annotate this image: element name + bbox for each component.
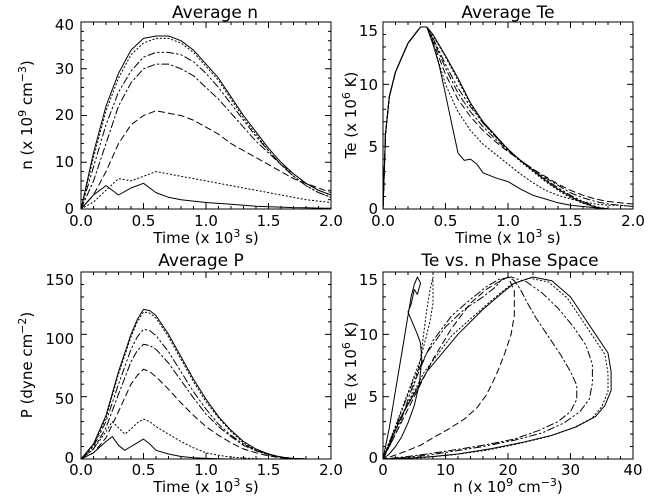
series-line-dash-dot: [80, 63, 332, 210]
x-ticks: 0.0 0.5 1.0 1.5 2.0: [69, 461, 343, 479]
series-group: [80, 21, 332, 210]
plot-frame: [382, 21, 634, 210]
x-tick-label: 1.5: [559, 212, 583, 230]
y-axis-label: P (dyne cm−2): [16, 312, 36, 419]
series-line-dotted-low: [80, 418, 269, 460]
y-tick-label: 15: [359, 271, 378, 289]
series-line-solid: [382, 26, 609, 210]
series-line-solid-low: [382, 26, 609, 210]
series-line-dotted-low: [382, 276, 434, 460]
y-axis-label: Te (x 106 K): [340, 72, 360, 160]
series-line-dash-dot-dot: [80, 51, 332, 210]
x-tick-label: 2.0: [319, 461, 343, 479]
x-tick-label: 0.0: [371, 212, 395, 230]
x-tick-label: 0.5: [132, 461, 156, 479]
series-line-dotted: [80, 311, 307, 460]
y-tick-label: 15: [359, 22, 378, 40]
x-tick-label: 40: [623, 461, 642, 479]
x-tick-label: 30: [561, 461, 580, 479]
y-tick-label: 30: [55, 60, 74, 78]
series-line-dash-dot: [80, 343, 307, 460]
plot-frame: [80, 271, 332, 460]
plot-frame: [80, 21, 332, 210]
y-tick-label: 50: [55, 390, 74, 408]
series-line-dashed: [80, 110, 332, 210]
series-line-solid-low: [80, 182, 332, 210]
series-line-solid-low: [382, 276, 423, 460]
series-line-dotted: [382, 277, 609, 460]
series-line-dashed: [382, 276, 515, 460]
series-line-dash-dot-dot: [382, 276, 593, 460]
x-tick-label: 1.5: [257, 212, 281, 230]
series-line-dash-dot-dot: [382, 26, 609, 210]
x-ticks: 0.0 0.5 1.0 1.5 2.0: [69, 212, 343, 230]
y-tick-label: 10: [359, 76, 378, 94]
panel-average-n: Average n 0.0 0.5 1.0 1.5 2.0 0 10 20 30…: [16, 3, 343, 247]
x-tick-label: 0.0: [69, 212, 93, 230]
series-line-dotted: [382, 26, 609, 210]
panel-title: Average Te: [461, 3, 554, 23]
panel-title: Average P: [158, 251, 243, 271]
series-line-solid: [80, 308, 307, 460]
y-tick-label: 0: [368, 449, 378, 467]
y-ticks: 0 50 100 150: [45, 271, 74, 467]
y-tick-label: 0: [368, 200, 378, 218]
x-tick-label: 1.0: [496, 212, 520, 230]
x-tick-label: 1.5: [257, 461, 281, 479]
x-tick-label: 20: [498, 461, 517, 479]
x-ticks: 0 10 20 30 40: [378, 461, 642, 479]
x-tick-label: 0.0: [69, 461, 93, 479]
series-line-dashed: [80, 368, 307, 460]
y-tick-label: 5: [368, 388, 378, 406]
y-axis-label: Te (x 106 K): [340, 322, 360, 410]
series-line-solid-low: [80, 436, 232, 460]
y-tick-label: 10: [359, 326, 378, 344]
x-axis-label: n (x 109 cm−3): [453, 476, 563, 496]
x-tick-label: 10: [436, 461, 455, 479]
y-tick-label: 0: [64, 200, 74, 218]
series-group: [382, 21, 634, 210]
x-tick-label: 2.0: [319, 212, 343, 230]
y-tick-label: 100: [45, 330, 74, 348]
x-tick-label: 0.5: [132, 212, 156, 230]
x-axis-label: Time (x 103 s): [152, 476, 259, 496]
y-tick-label: 20: [55, 106, 74, 124]
series-line-dash-dot: [382, 276, 578, 460]
y-tick-label: 0: [64, 449, 74, 467]
y-tick-label: 10: [55, 153, 74, 171]
x-tick-label: 1.0: [194, 212, 218, 230]
y-tick-label: 150: [45, 271, 74, 289]
x-tick-label: 0.5: [434, 212, 458, 230]
series-line-solid: [382, 276, 612, 460]
x-axis-label: Time (x 103 s): [152, 227, 259, 247]
x-ticks: 0.0 0.5 1.0 1.5 2.0: [371, 212, 645, 230]
series-group: [80, 271, 332, 460]
panel-title: Average n: [172, 3, 258, 23]
x-tick-label: 2.0: [621, 212, 645, 230]
x-tick-label: 1.0: [194, 461, 218, 479]
y-ticks: 0 5 10 15: [359, 271, 378, 467]
x-axis-label: Time (x 103 s): [454, 227, 561, 247]
x-tick-label: 0: [378, 461, 388, 479]
y-axis-label: n (x 109 cm−3): [16, 60, 36, 170]
panel-average-te: Average Te 0.0 0.5 1.0 1.5 2.0 0 5 10 15…: [340, 3, 645, 247]
series-group: [382, 271, 634, 460]
y-tick-label: 40: [55, 16, 74, 34]
y-tick-label: 5: [368, 138, 378, 156]
series-line-dotted-low: [80, 171, 332, 210]
y-ticks: 0 10 20 30 40: [55, 16, 74, 218]
panel-title: Te vs. n Phase Space: [420, 251, 598, 271]
panel-phase-space: Te vs. n Phase Space 0 10 20 30 40 0 5 1…: [340, 251, 643, 496]
y-ticks: 0 5 10 15: [359, 22, 378, 218]
series-line-solid: [80, 35, 332, 210]
panel-average-p: Average P 0.0 0.5 1.0 1.5 2.0 0 50 100 1…: [16, 251, 343, 496]
